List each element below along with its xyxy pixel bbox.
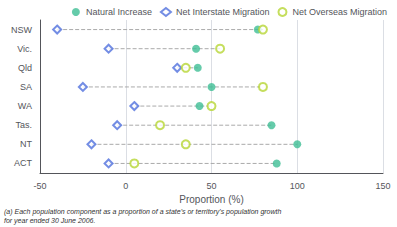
- svg-text:Natural Increase: Natural Increase: [86, 7, 152, 17]
- svg-text:-50: -50: [33, 181, 46, 191]
- svg-text:NT: NT: [20, 139, 32, 149]
- svg-text:Tas.: Tas.: [15, 120, 32, 130]
- svg-text:0: 0: [123, 181, 128, 191]
- svg-text:Net Overseas Migration: Net Overseas Migration: [292, 7, 387, 17]
- svg-text:ACT: ACT: [14, 158, 33, 168]
- svg-text:Vic.: Vic.: [17, 44, 32, 54]
- svg-text:(a) Each population component: (a) Each population component as a propo…: [4, 208, 281, 216]
- svg-text:Qld: Qld: [18, 63, 32, 73]
- svg-text:Proportion (%): Proportion (%): [179, 194, 243, 205]
- svg-text:SA: SA: [20, 82, 32, 92]
- svg-text:NSW: NSW: [11, 25, 33, 35]
- svg-text:WA: WA: [18, 101, 32, 111]
- svg-text:50: 50: [206, 181, 216, 191]
- svg-text:Net Interstate Migration: Net Interstate Migration: [176, 7, 270, 17]
- svg-text:100: 100: [290, 181, 305, 191]
- svg-text:for year ended 30 June 2006.: for year ended 30 June 2006.: [4, 217, 96, 225]
- svg-text:150: 150: [375, 181, 390, 191]
